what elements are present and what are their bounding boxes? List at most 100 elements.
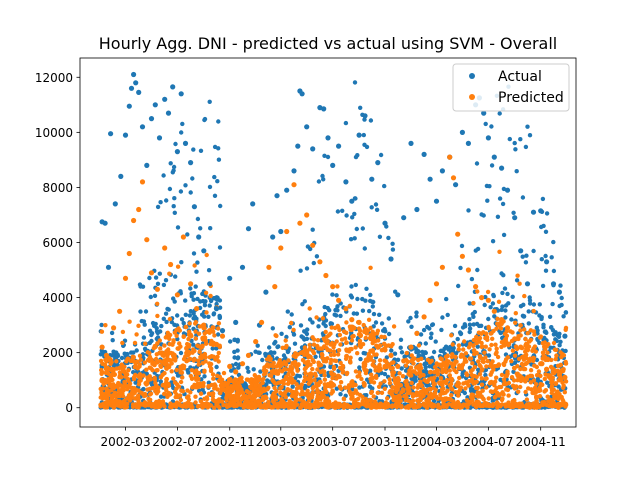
x-tick-label: 2003-03 [256,435,306,449]
predicted-point [310,243,315,248]
actual-point [349,199,354,204]
actual-point [325,135,330,140]
actual-point [183,141,188,146]
actual-point [106,265,111,270]
actual-point [140,124,145,129]
predicted-point [278,245,283,250]
actual-point [544,259,549,264]
predicted-point [111,325,116,330]
predicted-point [207,328,212,333]
predicted-point [551,369,556,374]
actual-point [220,328,225,333]
actual-point [408,141,413,146]
x-tick-label: 2002-07 [152,435,202,449]
predicted-point [168,262,173,267]
predicted-point [473,284,478,289]
predicted-point [401,358,406,363]
predicted-point [447,155,452,160]
predicted-point [428,298,433,303]
predicted-point [149,270,154,275]
actual-point [388,256,393,261]
predicted-point [518,345,523,350]
actual-point [295,144,300,149]
y-tick-label: 2000 [42,346,73,360]
legend: Actual Predicted [453,64,569,111]
predicted-point [162,245,167,250]
actual-point [310,146,315,151]
x-tick-label: 2004-03 [411,435,461,449]
predicted-point [266,265,271,270]
actual-point [414,207,419,212]
predicted-point [201,323,206,328]
x-tick-label: 2003-07 [308,435,358,449]
actual-point [207,281,212,286]
actual-point [118,174,123,179]
predicted-point [525,347,530,352]
actual-point [284,188,289,193]
predicted-point [492,309,497,314]
actual-point [460,130,465,135]
actual-point [422,152,427,157]
legend-label-actual: Actual [498,69,542,85]
actual-point [250,201,255,206]
actual-point [492,155,497,160]
x-tick-label: 2004-11 [516,435,566,449]
actual-point [227,276,232,281]
predicted-point [557,372,562,377]
actual-point [395,292,400,297]
actual-point [179,91,184,96]
y-tick-label: 8000 [42,181,73,195]
predicted-point [272,284,277,289]
actual-point [336,144,341,149]
actual-point [538,208,543,213]
predicted-point [434,281,439,286]
x-tick-label: 2003-11 [360,435,410,449]
actual-point [201,248,206,253]
x-tick-label: 2002-03 [100,435,150,449]
actual-point [291,168,296,173]
x-tick-label: 2002-11 [205,435,255,449]
predicted-point [369,334,374,339]
predicted-point [336,298,341,303]
predicted-point [499,317,504,322]
y-tick-label: 4000 [42,291,73,305]
actual-point [562,334,567,339]
predicted-point [117,309,122,314]
actual-point [157,135,162,140]
predicted-point [357,320,362,325]
chart-title: Hourly Agg. DNI - predicted vs actual us… [99,34,557,53]
actual-point [401,215,406,220]
predicted-point [304,212,309,217]
x-tick-label: 2004-07 [463,435,513,449]
predicted-point [512,336,517,341]
actual-point [343,179,348,184]
actual-point [434,199,439,204]
legend-marker-predicted [469,94,475,100]
legend-label-predicted: Predicted [498,90,564,106]
predicted-point [455,232,460,237]
actual-point [321,106,326,111]
actual-point [304,124,309,129]
actual-point [382,221,387,226]
actual-point [375,160,380,165]
predicted-point [414,331,419,336]
actual-point [170,84,175,89]
predicted-point [422,314,427,319]
actual-point [357,133,362,138]
predicted-point [330,284,335,289]
actual-point [131,72,136,77]
actual-point [499,166,504,171]
actual-point [270,234,275,239]
actual-point [127,104,132,109]
predicted-point [440,265,445,270]
predicted-point [349,317,354,322]
predicted-point [451,175,456,180]
predicted-point [323,273,328,278]
predicted-point [175,292,180,297]
predicted-point [131,218,136,223]
actual-point [192,204,197,209]
actual-point [274,193,279,198]
actual-point [551,281,556,286]
predicted-point [246,353,251,358]
